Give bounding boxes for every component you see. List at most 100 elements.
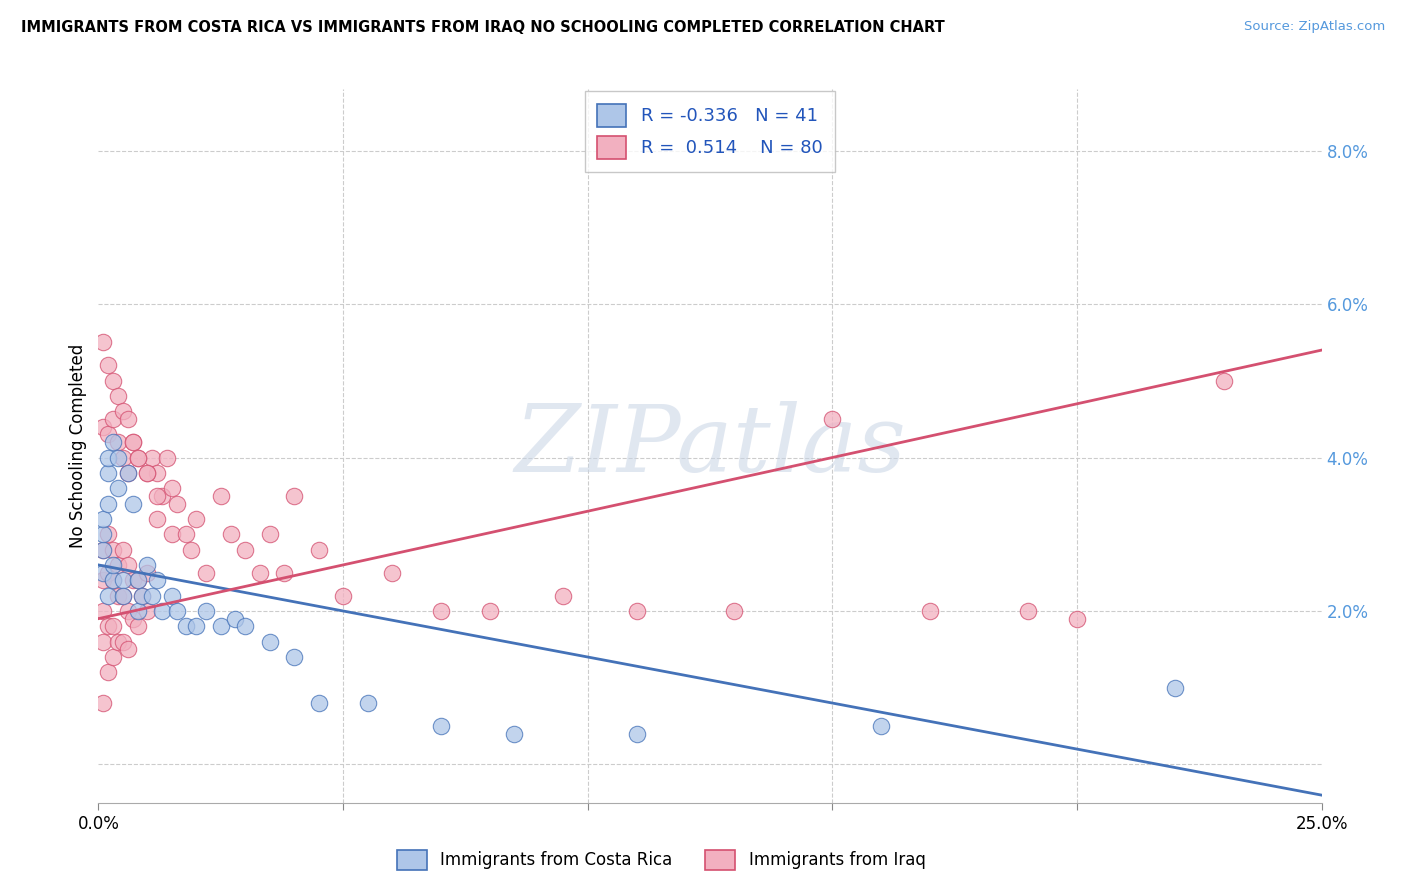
- Point: [283, 489, 305, 503]
- Point: [101, 542, 124, 557]
- Point: [136, 566, 159, 580]
- Point: [97, 497, 120, 511]
- Point: [160, 527, 183, 541]
- Point: [97, 619, 120, 633]
- Point: [553, 589, 575, 603]
- Point: [127, 604, 149, 618]
- Point: [91, 566, 114, 580]
- Point: [101, 558, 124, 572]
- Point: [101, 619, 124, 633]
- Point: [101, 435, 124, 450]
- Point: [91, 634, 114, 648]
- Point: [111, 589, 134, 603]
- Point: [97, 427, 120, 442]
- Point: [723, 604, 745, 618]
- Y-axis label: No Schooling Completed: No Schooling Completed: [69, 344, 87, 548]
- Point: [101, 574, 124, 588]
- Point: [107, 634, 129, 648]
- Point: [107, 589, 129, 603]
- Point: [156, 450, 179, 465]
- Point: [150, 489, 173, 503]
- Point: [478, 604, 501, 618]
- Text: ZIPatlas: ZIPatlas: [515, 401, 905, 491]
- Point: [121, 435, 143, 450]
- Point: [219, 527, 242, 541]
- Point: [91, 542, 114, 557]
- Point: [127, 619, 149, 633]
- Point: [176, 527, 198, 541]
- Point: [121, 574, 143, 588]
- Point: [117, 604, 139, 618]
- Point: [121, 497, 143, 511]
- Point: [117, 466, 139, 480]
- Point: [146, 512, 169, 526]
- Point: [117, 412, 139, 426]
- Point: [91, 696, 114, 710]
- Point: [97, 527, 120, 541]
- Point: [146, 489, 169, 503]
- Point: [186, 619, 208, 633]
- Point: [180, 542, 202, 557]
- Point: [1164, 681, 1187, 695]
- Point: [141, 450, 163, 465]
- Point: [101, 650, 124, 665]
- Point: [107, 558, 129, 572]
- Point: [111, 589, 134, 603]
- Point: [209, 489, 232, 503]
- Point: [308, 542, 330, 557]
- Legend: Immigrants from Costa Rica, Immigrants from Iraq: Immigrants from Costa Rica, Immigrants f…: [389, 843, 932, 877]
- Point: [141, 589, 163, 603]
- Point: [97, 589, 120, 603]
- Point: [1017, 604, 1039, 618]
- Point: [107, 435, 129, 450]
- Point: [107, 481, 129, 495]
- Point: [121, 435, 143, 450]
- Point: [356, 696, 378, 710]
- Point: [273, 566, 295, 580]
- Point: [503, 727, 526, 741]
- Point: [97, 450, 120, 465]
- Point: [1066, 612, 1088, 626]
- Point: [430, 604, 453, 618]
- Point: [136, 466, 159, 480]
- Point: [111, 450, 134, 465]
- Point: [91, 527, 114, 541]
- Point: [381, 566, 404, 580]
- Point: [166, 497, 188, 511]
- Point: [91, 512, 114, 526]
- Point: [131, 589, 153, 603]
- Point: [821, 412, 844, 426]
- Point: [91, 574, 114, 588]
- Point: [195, 566, 218, 580]
- Point: [91, 335, 114, 350]
- Point: [160, 481, 183, 495]
- Point: [131, 589, 153, 603]
- Point: [1212, 374, 1234, 388]
- Point: [146, 574, 169, 588]
- Point: [626, 604, 648, 618]
- Point: [91, 604, 114, 618]
- Point: [224, 612, 246, 626]
- Point: [127, 450, 149, 465]
- Point: [920, 604, 942, 618]
- Point: [91, 419, 114, 434]
- Point: [127, 574, 149, 588]
- Point: [97, 359, 120, 373]
- Point: [332, 589, 354, 603]
- Point: [91, 542, 114, 557]
- Point: [150, 604, 173, 618]
- Point: [136, 604, 159, 618]
- Point: [107, 450, 129, 465]
- Point: [233, 542, 256, 557]
- Point: [111, 634, 134, 648]
- Point: [136, 466, 159, 480]
- Point: [195, 604, 218, 618]
- Point: [101, 574, 124, 588]
- Point: [259, 634, 281, 648]
- Point: [101, 412, 124, 426]
- Point: [176, 619, 198, 633]
- Point: [117, 466, 139, 480]
- Point: [283, 650, 305, 665]
- Point: [111, 542, 134, 557]
- Point: [136, 558, 159, 572]
